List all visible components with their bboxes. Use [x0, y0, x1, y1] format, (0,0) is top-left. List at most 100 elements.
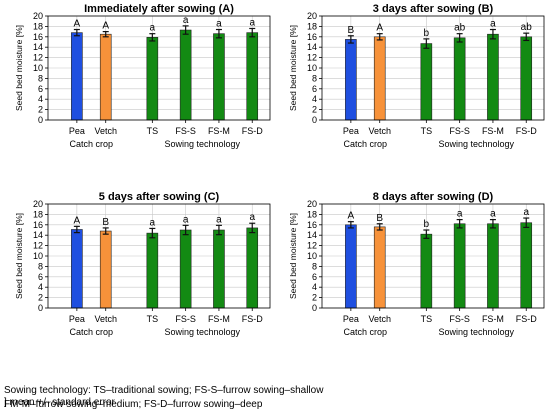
group-label: Catch crop [70, 327, 114, 337]
y-tick-label: 4 [312, 282, 317, 292]
y-tick-label: 16 [307, 32, 317, 42]
chart-title: Immediately after sowing (A) [84, 3, 234, 15]
group-label: Catch crop [344, 327, 388, 337]
bar-fs-s [453, 37, 466, 121]
bar-fs-m [487, 223, 499, 309]
significance-letter: a [150, 23, 156, 34]
significance-letter: ab [454, 23, 466, 34]
x-tick-label: Vetch [368, 126, 391, 136]
y-tick-label: 20 [307, 199, 317, 209]
x-tick-label: FS-S [175, 126, 196, 136]
bar-pea [345, 39, 357, 121]
bar-pea [345, 224, 357, 309]
group-label: Catch crop [344, 139, 388, 149]
x-tick-label: FS-M [208, 314, 230, 324]
y-tick-label: 12 [307, 53, 317, 63]
y-tick-label: 2 [38, 293, 43, 303]
bar-fs-d [520, 222, 533, 309]
y-tick-label: 18 [33, 21, 43, 31]
significance-letter: a [216, 214, 222, 225]
significance-letter: ab [521, 22, 533, 33]
x-tick-label: Pea [343, 126, 359, 136]
bar-fs-d [246, 32, 259, 121]
y-tick-label: 12 [33, 53, 43, 63]
x-tick-label: FS-M [482, 314, 504, 324]
bar-vetch [373, 36, 386, 121]
x-tick-label: TS [421, 126, 433, 136]
significance-letter: a [457, 209, 463, 220]
bar-fs-m [487, 33, 499, 121]
x-tick-label: TS [147, 314, 159, 324]
y-tick-label: 4 [312, 94, 317, 104]
y-tick-label: 18 [307, 209, 317, 219]
y-tick-label: 0 [312, 115, 317, 125]
y-axis-label: Seed bed moisture [%] [288, 25, 298, 111]
significance-letter: B [376, 213, 383, 224]
x-tick-label: FS-D [242, 126, 263, 136]
x-tick-label: FS-M [482, 126, 504, 136]
x-tick-label: TS [421, 314, 433, 324]
bar-fs-m [213, 33, 225, 121]
y-tick-label: 12 [33, 241, 43, 251]
y-tick-label: 14 [33, 42, 43, 52]
bar-fs-d [246, 227, 259, 309]
bar-vetch [99, 33, 112, 121]
chart-panel-2: 3 days after sowing (B) 02468101214161820… [288, 3, 545, 149]
y-tick-label: 4 [38, 94, 43, 104]
y-tick-label: 10 [307, 63, 317, 73]
bar-fs-s [179, 29, 192, 121]
bar-vetch [99, 230, 112, 309]
x-tick-label: FS-S [449, 314, 470, 324]
bar-ts [146, 232, 159, 309]
bar-fs-d [520, 36, 533, 121]
y-tick-label: 2 [312, 293, 317, 303]
significance-letter: b [424, 28, 430, 39]
significance-letter: B [348, 25, 355, 36]
group-label: Sowing technology [165, 139, 241, 149]
group-label: Sowing technology [439, 327, 515, 337]
significance-letter: a [150, 217, 156, 228]
significance-letter: a [249, 212, 255, 223]
significance-letter: a [490, 209, 496, 220]
x-tick-label: Vetch [368, 314, 391, 324]
bar-pea [71, 229, 83, 309]
y-tick-label: 10 [33, 63, 43, 73]
y-tick-label: 16 [307, 220, 317, 230]
plot-frame [321, 203, 545, 309]
significance-letter: a [183, 15, 189, 26]
bar-ts [146, 37, 159, 121]
footnote-abbreviations-line-2: FM-M–furrow sowing–medium; FS-D–furrow s… [4, 399, 263, 410]
significance-letter: A [348, 211, 355, 222]
y-tick-label: 8 [38, 73, 43, 83]
y-tick-label: 10 [307, 251, 317, 261]
y-tick-label: 0 [38, 115, 43, 125]
x-tick-label: Pea [343, 314, 359, 324]
chart-panel-1: Immediately after sowing (A)024681012141… [14, 3, 271, 149]
significance-letter: A [74, 19, 81, 30]
chart-title: 5 days after sowing (C) [99, 191, 220, 203]
y-tick-label: 2 [38, 105, 43, 115]
y-tick-label: 20 [33, 11, 43, 21]
significance-letter: A [376, 23, 383, 34]
significance-letter: A [74, 215, 81, 226]
plot-frame [47, 203, 271, 309]
y-tick-label: 8 [312, 261, 317, 271]
y-axis-label: Seed bed moisture [%] [288, 213, 298, 299]
significance-letter: B [102, 217, 109, 228]
y-tick-label: 12 [307, 241, 317, 251]
group-label: Sowing technology [165, 327, 241, 337]
y-tick-label: 6 [38, 84, 43, 94]
y-tick-label: 0 [38, 303, 43, 313]
bar-ts [420, 233, 433, 309]
x-tick-label: FS-S [449, 126, 470, 136]
y-axis-label: Seed bed moisture [%] [14, 25, 24, 111]
x-tick-label: Pea [69, 126, 85, 136]
y-tick-label: 16 [33, 32, 43, 42]
chart-title: 3 days after sowing (B) [373, 3, 494, 15]
significance-letter: A [102, 21, 109, 32]
bar-vetch [373, 226, 386, 309]
group-label: Sowing technology [439, 139, 515, 149]
x-tick-label: FS-D [516, 126, 537, 136]
significance-letter: a [523, 207, 529, 218]
x-tick-label: Pea [69, 314, 85, 324]
